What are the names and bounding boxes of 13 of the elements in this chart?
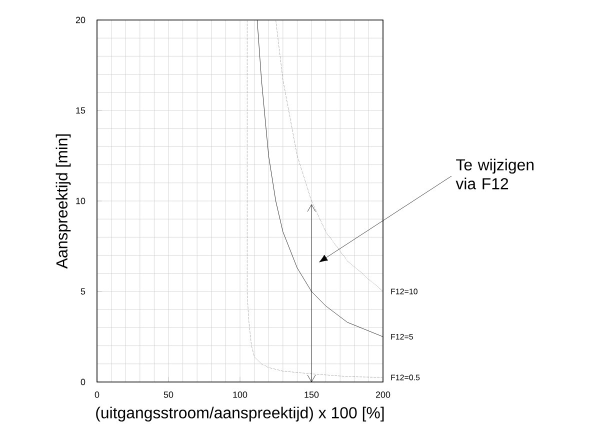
y-tick-label: 0 [80, 378, 86, 386]
x-tick-label: 100 [233, 392, 248, 398]
y-tick-label: 10 [76, 198, 86, 204]
x-tick-label: 200 [376, 392, 390, 398]
x-axis-title: (uitgangsstroom/aanspreektijd) x 100 [%] [96, 406, 384, 422]
x-tick-label: 50 [164, 392, 174, 398]
text: Te wijzigen via F12 [456, 158, 534, 190]
x-tick-label: 0 [94, 392, 100, 398]
y-tick-label: 20 [76, 16, 86, 24]
y-tick-label: 15 [76, 107, 86, 114]
x-tick-label: 150 [304, 392, 319, 398]
y-axis-title: Aanspreektijd [min] [56, 134, 71, 269]
y-tick-label: 5 [80, 288, 86, 295]
